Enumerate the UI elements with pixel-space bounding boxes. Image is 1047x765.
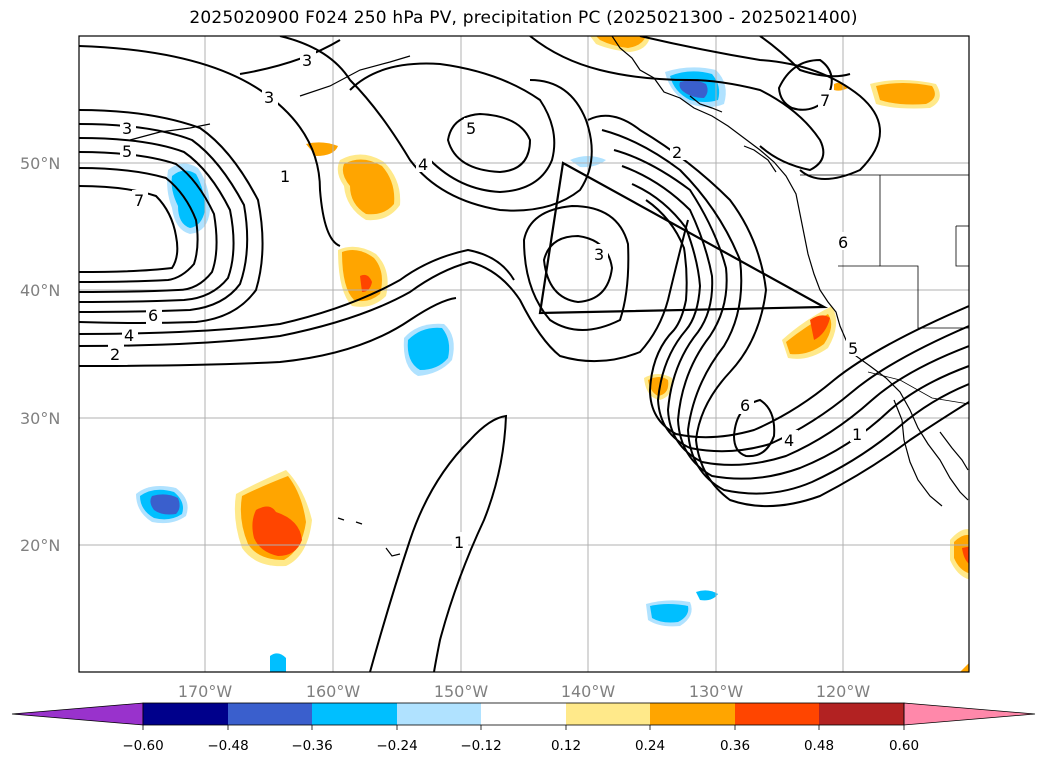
- contour-label: 4: [124, 326, 134, 345]
- precip-positive-area: [648, 377, 669, 396]
- contour-label: 6: [838, 233, 848, 252]
- colorbar-tick-label: −0.48: [207, 738, 248, 754]
- contour-label: 1: [280, 167, 290, 186]
- lon-label-160w: 160°W: [306, 682, 361, 701]
- pv-contours: [79, 36, 969, 672]
- lon-label-130w: 130°W: [689, 682, 744, 701]
- contour-label: 3: [302, 51, 312, 70]
- precip-positive-area: [596, 36, 646, 48]
- contour-label: 5: [466, 119, 476, 138]
- colorbar-segment: [650, 703, 735, 725]
- precip-positive-area: [360, 274, 372, 292]
- colorbar-segment: [397, 703, 481, 725]
- precip-positive-area: [810, 315, 830, 340]
- precip-positive-area: [960, 663, 969, 672]
- map-title: 2025020900 F024 250 hPa PV, precipitatio…: [189, 8, 858, 28]
- lat-label-50n: 50°N: [20, 154, 60, 173]
- precip-negative-area: [407, 327, 450, 370]
- lat-label-40n: 40°N: [20, 281, 60, 300]
- precip-positive-area: [876, 83, 935, 105]
- precip-positive-area: [252, 506, 302, 556]
- contour-label: 2: [110, 345, 120, 364]
- colorbar-segment: [228, 703, 312, 725]
- colorbar-tick-label: 0.48: [804, 738, 834, 754]
- contour-label: 7: [820, 91, 830, 110]
- contour-label: 1: [852, 425, 862, 444]
- precipitation-shading: [136, 36, 969, 672]
- contour-labels: 3 5 7 6 4 2 3 1 4 5 2 3 7 6 5 6 4 1 1: [108, 50, 866, 552]
- coastlines: [129, 36, 969, 557]
- lon-label-140w: 140°W: [561, 682, 616, 701]
- precip-negative-area: [270, 653, 286, 672]
- colorbar-segment: [819, 703, 904, 725]
- colorbar-segment: [143, 703, 228, 725]
- lon-label-150w: 150°W: [434, 682, 489, 701]
- lon-label-120w: 120°W: [816, 682, 871, 701]
- contour-label: 5: [122, 142, 132, 161]
- colorbar-tick-label: 0.36: [720, 738, 750, 754]
- contour-label: 5: [848, 339, 858, 358]
- colorbar-tick-label: 0.60: [889, 738, 919, 754]
- contour-label: 3: [594, 245, 604, 264]
- colorbar-tick-label: −0.36: [291, 738, 332, 754]
- contour-label: 1: [454, 533, 464, 552]
- lon-label-170w: 170°W: [178, 682, 233, 701]
- precip-positive-area: [962, 546, 969, 564]
- contour-label: 2: [672, 143, 682, 162]
- political-borders: [800, 174, 969, 405]
- colorbar-extend-high: [903, 702, 1036, 726]
- contour-label: 4: [418, 155, 428, 174]
- contour-label: 3: [122, 119, 132, 138]
- precip-negative-area: [150, 494, 180, 515]
- colorbar-segment: [481, 703, 566, 725]
- colorbar-tick-label: 0.12: [551, 738, 581, 754]
- colorbar-segment: [312, 703, 397, 725]
- plot-frame: [78, 35, 970, 673]
- contour-label: 6: [740, 396, 750, 415]
- colorbar-tick-label: −0.24: [376, 738, 417, 754]
- colorbar-segment: [566, 703, 650, 725]
- colorbar-extend-low: [11, 702, 144, 726]
- colorbar-tick-label: −0.60: [122, 738, 163, 754]
- contour-label: 4: [784, 431, 794, 450]
- colorbar: −0.60 −0.48 −0.36 −0.24 −0.12 0.12 0.24 …: [11, 702, 1036, 754]
- precip-negative-area: [650, 604, 689, 623]
- lat-label-20n: 20°N: [20, 536, 60, 555]
- colorbar-tick-label: −0.12: [460, 738, 501, 754]
- contour-label: 7: [134, 191, 144, 210]
- region-polygon: [538, 161, 829, 315]
- colorbar-tick-label: 0.24: [635, 738, 665, 754]
- precip-negative-area: [679, 80, 708, 98]
- contour-label: 3: [264, 88, 274, 107]
- precip-positive-area: [954, 534, 969, 574]
- precip-negative-area: [696, 590, 718, 601]
- colorbar-segment: [735, 703, 819, 725]
- lat-label-30n: 30°N: [20, 409, 60, 428]
- contour-label: 6: [148, 306, 158, 325]
- precip-positive-area: [342, 159, 395, 215]
